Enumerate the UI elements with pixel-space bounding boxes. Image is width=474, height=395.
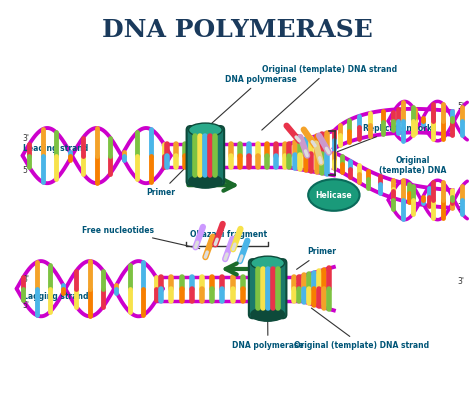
Text: DNA polymerase: DNA polymerase: [208, 75, 297, 127]
Text: DNA POLYMERASE: DNA POLYMERASE: [101, 19, 373, 42]
Text: 5': 5': [293, 277, 301, 286]
Text: Leading strand: Leading strand: [23, 144, 88, 153]
Text: Original (template) DNA strand: Original (template) DNA strand: [294, 308, 429, 350]
Text: 3': 3': [23, 275, 29, 284]
Text: Free nucleotides: Free nucleotides: [82, 226, 200, 248]
Ellipse shape: [308, 179, 360, 211]
Ellipse shape: [189, 123, 222, 137]
Text: 3': 3': [457, 203, 465, 212]
Text: 3': 3': [457, 277, 465, 286]
Text: 3': 3': [23, 134, 29, 143]
Text: 3': 3': [294, 134, 301, 143]
Text: Primer: Primer: [146, 169, 183, 197]
Text: Original
(template) DNA: Original (template) DNA: [379, 156, 447, 175]
Text: Primer: Primer: [297, 247, 336, 269]
Text: Original (template) DNA strand: Original (template) DNA strand: [262, 65, 397, 130]
Text: 5': 5': [23, 301, 29, 310]
Text: 5': 5': [23, 166, 29, 175]
Text: DNA polymerase: DNA polymerase: [232, 317, 304, 350]
Text: Okazaki fragment: Okazaki fragment: [190, 230, 267, 239]
Ellipse shape: [251, 307, 284, 321]
FancyBboxPatch shape: [249, 259, 286, 318]
Text: 5': 5': [457, 102, 465, 111]
Text: Replication fork: Replication fork: [337, 124, 433, 152]
Text: Lagging strand: Lagging strand: [23, 292, 88, 301]
FancyBboxPatch shape: [187, 126, 224, 185]
Ellipse shape: [251, 256, 284, 270]
Text: Helicase: Helicase: [316, 190, 352, 199]
Ellipse shape: [189, 174, 222, 188]
